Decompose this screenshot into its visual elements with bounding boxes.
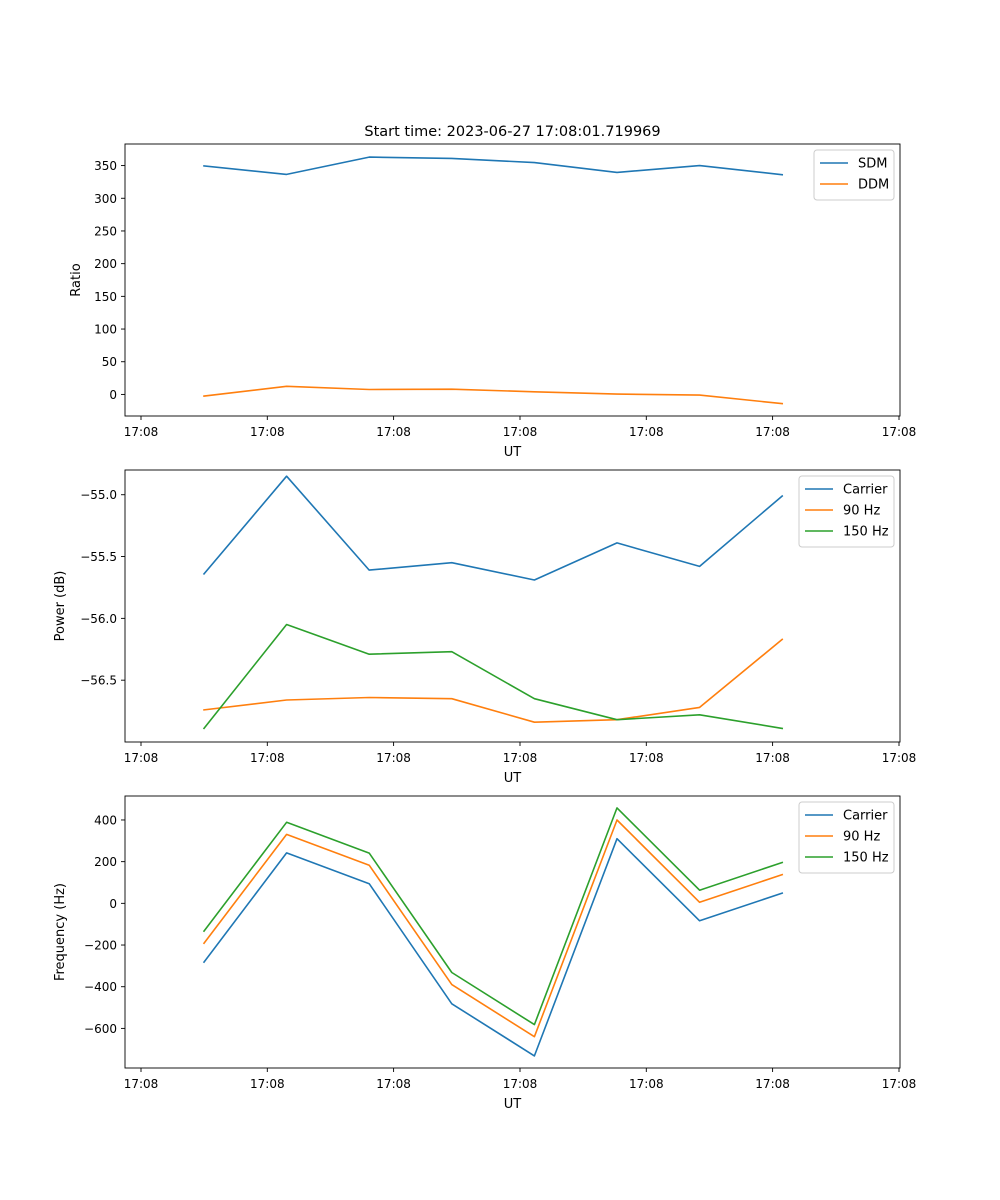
y-tick-label: 150 (94, 290, 117, 304)
x-tick-label: 17:08 (755, 751, 790, 765)
x-tick-label: 17:08 (376, 1077, 411, 1091)
figure-title: Start time: 2023-06-27 17:08:01.719969 (364, 124, 660, 140)
x-tick-label: 17:08 (629, 425, 664, 439)
y-tick-label: 0 (109, 388, 117, 402)
series-line-carrier (202, 475, 784, 581)
series-line-90-hz (203, 638, 784, 724)
chart-panel-1: 17:08 17:08 17:08 17:08 17:08 17:08 17:08 0 50 10… (69, 143, 917, 460)
y-tick-label: 400 (94, 813, 117, 827)
x-tick-label: 17:08 (376, 751, 411, 765)
legend-box (798, 475, 895, 548)
legend-label: 150 Hz (843, 525, 889, 540)
y-tick-label: −400 (84, 980, 117, 994)
legend-label: SDM (858, 157, 887, 172)
axes-frame (124, 143, 901, 417)
series-line-sdm (203, 156, 784, 176)
legend-label: DDM (858, 178, 889, 193)
x-tick-label: 17:08 (882, 1077, 917, 1091)
x-tick-label: 17:08 (124, 751, 159, 765)
legend-label: 90 Hz (843, 830, 880, 845)
y-tick-label: −56.0 (80, 612, 117, 626)
x-axis-label: UT (504, 1097, 522, 1112)
x-tick-label: 17:08 (882, 751, 917, 765)
x-tick-label: 17:08 (629, 751, 664, 765)
legend: SDM DDM (813, 149, 895, 201)
legend-label: 150 Hz (843, 851, 889, 866)
y-axis-label: Frequency (Hz) (53, 883, 68, 981)
y-tick-label: 250 (94, 224, 117, 238)
x-tick-label: 17:08 (503, 425, 538, 439)
legend: Carrier 90 Hz 150 Hz (798, 801, 895, 874)
series-line-90-hz (202, 819, 784, 1038)
y-tick-label: 100 (94, 323, 117, 337)
series-line-ddm (203, 385, 784, 405)
x-tick-label: 17:08 (755, 1077, 790, 1091)
legend-label: Carrier (843, 483, 888, 498)
series-line-150-hz (202, 807, 784, 1026)
y-tick-label: −56.5 (80, 674, 117, 688)
x-tick-label: 17:08 (629, 1077, 664, 1091)
chart-panel-2: 17:08 17:08 17:08 17:08 17:08 17:08 17:08 −56.5… (53, 469, 917, 786)
x-tick-label: 17:08 (250, 425, 285, 439)
x-axis-label: UT (504, 445, 522, 460)
y-tick-label: 200 (94, 257, 117, 271)
legend-label: Carrier (843, 809, 888, 824)
chart-panels: 17:08 17:08 17:08 17:08 17:08 17:08 17:08 0 50 10… (53, 143, 917, 1112)
x-tick-label: 17:08 (755, 425, 790, 439)
y-tick-label: −55.0 (80, 488, 117, 502)
y-tick-label: 200 (94, 855, 117, 869)
series-line-150-hz (202, 623, 784, 730)
y-tick-label: −600 (84, 1022, 117, 1036)
y-tick-label: −200 (84, 939, 117, 953)
y-tick-label: −55.5 (80, 550, 117, 564)
legend: Carrier 90 Hz 150 Hz (798, 475, 895, 548)
legend-box (798, 801, 895, 874)
x-tick-label: 17:08 (124, 425, 159, 439)
y-tick-label: 300 (94, 192, 117, 206)
y-tick-label: 50 (102, 355, 117, 369)
legend-label: 90 Hz (843, 504, 880, 519)
x-tick-label: 17:08 (503, 1077, 538, 1091)
y-tick-label: 350 (94, 159, 117, 173)
x-tick-label: 17:08 (124, 1077, 159, 1091)
y-axis-label: Ratio (69, 263, 84, 296)
series-line-carrier (202, 837, 784, 1057)
x-tick-label: 17:08 (250, 751, 285, 765)
chart-panel-3: 17:08 17:08 17:08 17:08 17:08 17:08 17:08 −600 −… (53, 795, 917, 1112)
y-axis-label: Power (dB) (53, 571, 68, 642)
x-tick-label: 17:08 (376, 425, 411, 439)
axes-frame (124, 795, 901, 1069)
x-tick-label: 17:08 (250, 1077, 285, 1091)
x-axis-label: UT (504, 771, 522, 786)
axes-frame (124, 469, 901, 743)
x-tick-label: 17:08 (503, 751, 538, 765)
x-tick-label: 17:08 (882, 425, 917, 439)
y-tick-label: 0 (109, 897, 117, 911)
